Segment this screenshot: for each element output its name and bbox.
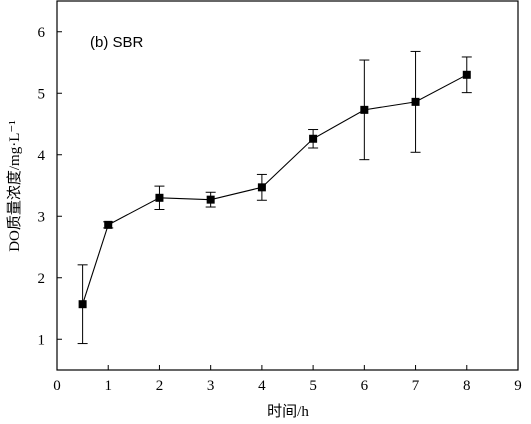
panel-label: (b) SBR xyxy=(90,34,144,51)
data-point xyxy=(155,193,164,202)
data-markers xyxy=(78,70,471,309)
x-tick-label: 0 xyxy=(53,378,61,394)
x-tick-label: 6 xyxy=(361,378,369,394)
plot-frame xyxy=(56,0,519,371)
y-tick-label: 4 xyxy=(38,148,46,164)
data-point xyxy=(257,183,266,192)
x-tick-label: 2 xyxy=(156,378,164,394)
x-tick-label: 5 xyxy=(309,378,317,394)
y-tick-label: 6 xyxy=(38,25,46,41)
y-tick-label: 2 xyxy=(38,271,46,287)
x-axis-ticks: 0 1 2 3 4 5 6 7 8 9 xyxy=(53,365,522,394)
data-point xyxy=(78,300,87,309)
data-point xyxy=(104,220,113,229)
data-point xyxy=(206,195,215,204)
x-tick-label: 9 xyxy=(514,378,522,394)
x-tick-label: 7 xyxy=(412,378,420,394)
x-tick-label: 3 xyxy=(207,378,215,394)
x-tick-label: 4 xyxy=(258,378,266,394)
y-axis-label: DO质量浓度/mg·L⁻¹ xyxy=(6,120,23,252)
y-tick-label: 1 xyxy=(38,332,46,348)
y-tick-label: 3 xyxy=(38,209,46,225)
data-point xyxy=(462,70,471,79)
data-point xyxy=(309,134,318,143)
y-axis-ticks: 1 2 3 4 5 6 xyxy=(38,25,62,348)
y-tick-label: 5 xyxy=(38,86,46,102)
x-tick-label: 1 xyxy=(104,378,112,394)
data-point xyxy=(360,105,369,114)
series-line xyxy=(82,74,468,305)
error-bars xyxy=(77,50,472,345)
x-tick-label: 8 xyxy=(463,378,471,394)
data-point xyxy=(411,97,420,106)
x-axis-label: 时间/h xyxy=(267,403,309,420)
